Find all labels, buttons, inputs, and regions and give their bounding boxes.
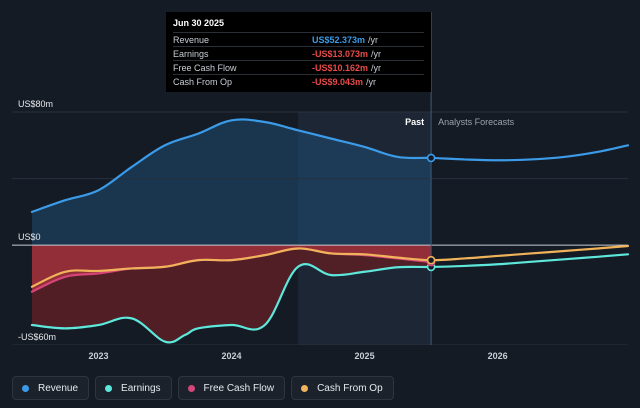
y-tick-label: -US$60m [18,332,56,342]
past-label: Past [405,117,424,127]
x-axis-strip [0,345,640,370]
chart-legend: Revenue Earnings Free Cash Flow Cash Fro… [12,376,394,400]
legend-item-cash-from-op[interactable]: Cash From Op [291,376,394,400]
x-tick-label: 2025 [355,351,375,361]
chart-point-layer [426,153,436,272]
chart-grid-layer [0,12,640,370]
tooltip-label: Earnings [173,48,209,59]
x-tick-label: 2024 [222,351,242,361]
tooltip-row-revenue: Revenue US$52.373m /yr [173,32,424,46]
tooltip-value: US$52.373m [312,34,366,45]
series-line-cash-from-op [30,244,630,288]
series-line-earnings [30,253,630,344]
tooltip-label: Revenue [173,34,210,45]
legend-label: Earnings [121,382,161,394]
series-line-revenue [30,118,630,213]
legend-dot-icon [105,384,113,392]
legend-item-revenue[interactable]: Revenue [12,376,90,400]
tooltip-row-cash-from-op: Cash From Op -US$9.043m /yr [173,74,424,88]
forecast-label: Analysts Forecasts [438,117,515,127]
tooltip-value: -US$9.043m [312,76,364,87]
y-tick-label: US$80m [18,99,53,109]
data-point-revenue [426,153,436,163]
x-tick-label: 2023 [88,351,108,361]
legend-label: Cash From Op [317,382,383,394]
chart-canvas: US$80m US$0 -US$60m 2023 2024 2025 2026 Past Ana… [0,12,640,370]
legend-item-free-cash-flow[interactable]: Free Cash Flow [177,376,286,400]
cash-flow-area-fill [31,245,432,292]
legend-label: Revenue [38,382,79,394]
legend-item-earnings[interactable]: Earnings [95,376,172,400]
tooltip-unit: /yr [368,34,379,45]
legend-dot-icon [187,384,195,392]
legend-dot-icon [22,384,29,392]
y-tick-label: US$0 [18,232,41,242]
chart-text-layer: US$80m US$0 -US$60m 2023 2024 2025 2026 Past Ana… [18,99,515,361]
tooltip-label: Free Cash Flow [173,62,237,73]
tooltip-unit: /yr [371,62,382,73]
revenue-area-fill [31,119,432,246]
tooltip-value: -US$13.073m [312,48,369,59]
legend-dot-icon [301,384,309,392]
tooltip-label: Cash From Op [173,76,233,87]
data-point-cash-from-op [426,255,436,265]
tooltip-date: Jun 30 2025 [173,18,225,28]
chart-series-layer [30,118,630,344]
tooltip-unit: /yr [371,48,382,59]
tooltip-value: -US$10.162m [312,62,369,73]
tooltip-panel: Jun 30 2025 Revenue US$52.373m /yr Earni… [166,12,431,92]
legend-label: Free Cash Flow [203,382,275,394]
x-tick-label: 2026 [488,351,508,361]
tooltip-row-free-cash-flow: Free Cash Flow -US$10.162m /yr [173,60,424,74]
tooltip-row-earnings: Earnings -US$13.073m /yr [173,46,424,60]
tooltip-unit: /yr [366,76,377,87]
